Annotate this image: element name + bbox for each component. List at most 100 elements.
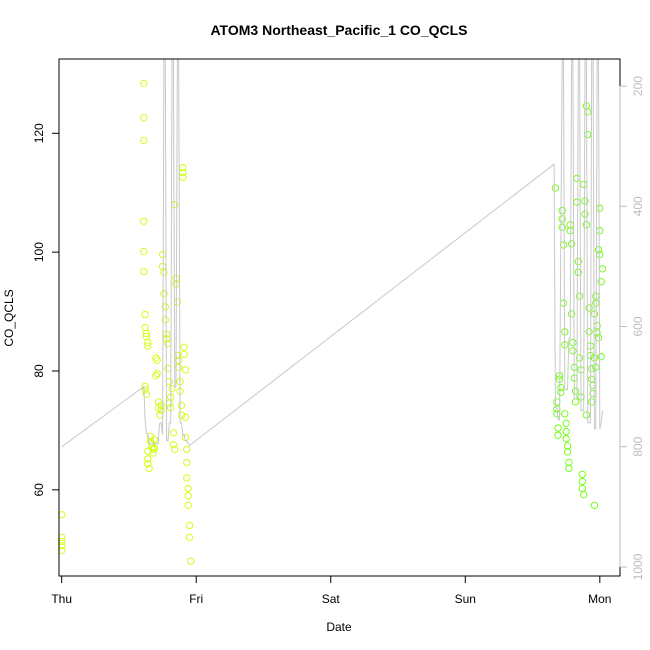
data-point (574, 268, 582, 276)
data-point (150, 436, 159, 444)
data-point (140, 268, 148, 276)
data-point (597, 278, 605, 286)
data-point (596, 227, 604, 235)
x-axis: Thu Fri Sat Sun Mon (51, 575, 611, 606)
data-point (578, 484, 586, 493)
data-point (144, 455, 152, 463)
data-point (184, 492, 192, 500)
data-point (585, 304, 593, 312)
data-point (561, 410, 569, 418)
data-point (588, 398, 596, 406)
data-point (185, 533, 194, 542)
y-tick-label: 60 (32, 483, 46, 497)
x-axis-label: Date (326, 620, 352, 634)
data-point (164, 364, 172, 373)
data-point (184, 484, 192, 493)
data-point (582, 221, 591, 229)
data-point (168, 385, 176, 393)
data-point (183, 458, 191, 467)
data-point (165, 378, 173, 386)
y2-tick-label: 800 (631, 436, 645, 456)
data-point (569, 347, 577, 355)
data-point (582, 411, 591, 419)
data-point (140, 247, 148, 256)
altitude-line (61, 58, 603, 448)
y-tick-label: 80 (32, 364, 46, 378)
data-point (180, 343, 188, 351)
data-point (183, 474, 191, 482)
data-point (158, 262, 167, 271)
data-point (177, 411, 186, 419)
y-tick-label: 120 (32, 123, 46, 143)
data-point (571, 398, 580, 406)
data-point (554, 424, 562, 432)
data-point (578, 477, 586, 486)
data-point (140, 114, 148, 122)
data-point (149, 449, 157, 457)
data-point (566, 221, 574, 229)
data-point (158, 250, 167, 259)
data-point (584, 108, 592, 116)
data-point (180, 350, 188, 358)
data-point (175, 363, 183, 372)
data-point (185, 521, 194, 530)
data-point (562, 427, 570, 436)
data-point (590, 501, 599, 509)
x-tick-label: Thu (51, 592, 72, 606)
data-point (187, 557, 195, 565)
data-point (141, 310, 149, 319)
data-point (557, 388, 565, 397)
data-point (142, 390, 151, 398)
data-point (140, 79, 148, 88)
data-point (575, 354, 584, 362)
y2-tick-label: 600 (631, 316, 645, 336)
data-point (571, 387, 580, 395)
x-tick-label: Mon (588, 592, 611, 606)
y2-tick-label: 200 (631, 76, 645, 96)
data-point (598, 265, 607, 273)
data-point (562, 419, 570, 427)
data-point (141, 323, 149, 332)
data-point (181, 366, 190, 374)
data-point (154, 404, 163, 412)
data-point (597, 353, 605, 361)
y-axis: 60 80 100 120 (32, 123, 60, 497)
data-point (588, 364, 596, 373)
data-point (183, 445, 191, 454)
data-point (145, 464, 153, 473)
data-point (573, 198, 581, 206)
data-point (594, 334, 603, 342)
data-point (578, 470, 586, 479)
data-point (157, 401, 165, 410)
data-point (141, 386, 149, 394)
data-point (562, 435, 570, 443)
data-point (177, 401, 186, 410)
data-point (558, 215, 566, 223)
data-point (140, 136, 148, 145)
data-point (175, 356, 183, 364)
data-point (179, 173, 187, 181)
data-point (563, 448, 572, 456)
x-tick-label: Sat (322, 592, 341, 606)
data-point (575, 292, 584, 300)
data-point (567, 240, 576, 248)
data-point (594, 246, 603, 254)
data-point (141, 382, 149, 391)
y-tick-label: 100 (32, 242, 46, 262)
data-point (580, 180, 588, 189)
data-point (573, 174, 581, 183)
data-point (565, 458, 573, 467)
data-point (171, 445, 179, 454)
x-tick-label: Fri (189, 592, 203, 606)
data-point (161, 316, 169, 324)
data-point (144, 342, 152, 350)
data-point (551, 184, 560, 192)
data-point (553, 398, 561, 406)
data-point (160, 268, 168, 276)
data-point (184, 501, 192, 509)
data-point (557, 383, 565, 392)
data-point (559, 241, 568, 249)
data-point (563, 442, 572, 450)
data-point (596, 204, 604, 212)
